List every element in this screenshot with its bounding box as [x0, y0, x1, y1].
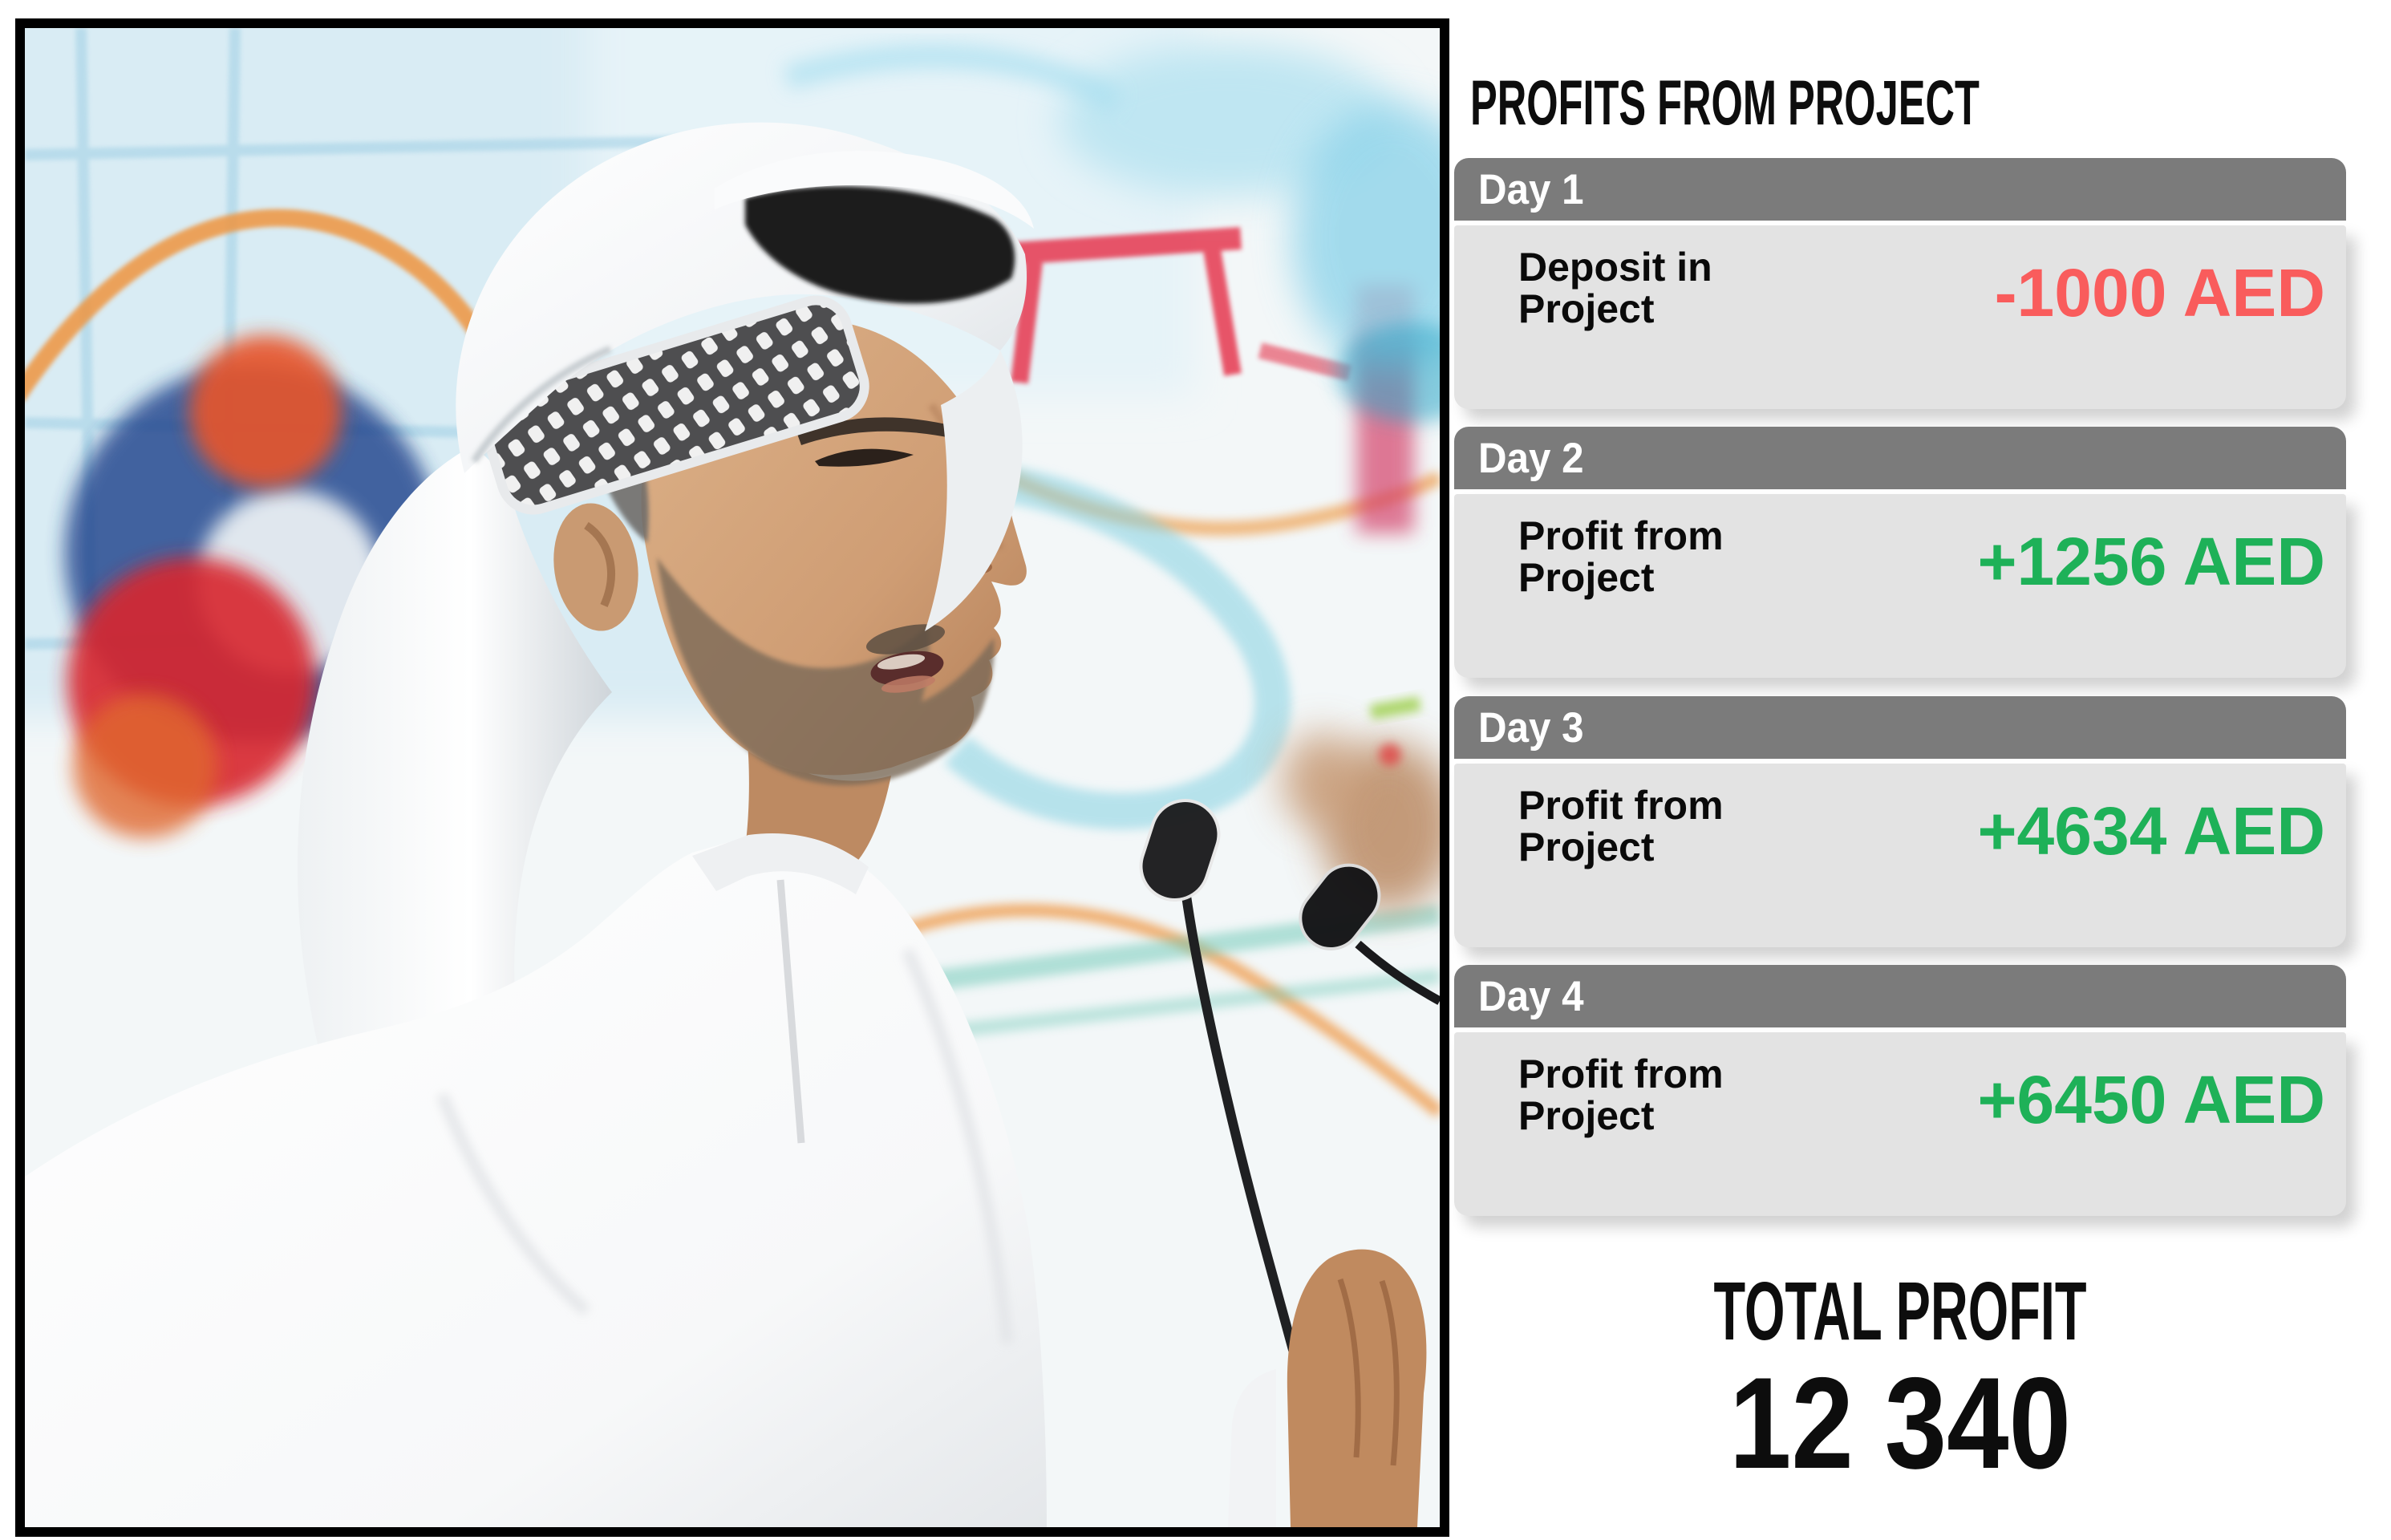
- day-card-1-header: Day 1: [1454, 158, 2346, 225]
- entry-amount: +4634 AED: [1977, 793, 2326, 869]
- day-card-3-header: Day 3: [1454, 696, 2346, 764]
- red-sketch: [1001, 227, 1352, 384]
- day-card-4: Day 4 Profit from Project +6450 AED: [1454, 965, 2346, 1216]
- ghutra-mesh-band: [480, 295, 869, 515]
- day-label: Day 3: [1478, 703, 1584, 752]
- day-card-2-body: Profit from Project +1256 AED: [1454, 494, 2346, 678]
- day-card-1-body: Deposit in Project -1000 AED: [1454, 225, 2346, 409]
- speaker-person: [25, 122, 1047, 1527]
- cyan-swirl: [922, 458, 1291, 830]
- day-card-1: Day 1 Deposit in Project -1000 AED: [1454, 158, 2346, 409]
- ghutra-dark-fold: [745, 186, 1015, 304]
- speaker-photo-illustration: [25, 28, 1440, 1527]
- microphone-head-2: [1299, 863, 1381, 950]
- entry-label: Deposit in Project: [1518, 245, 1712, 331]
- entry-label: Profit from Project: [1518, 513, 1724, 600]
- hand: [1228, 1249, 1427, 1527]
- total-profit-label: TOTAL PROFIT: [1713, 1265, 2087, 1357]
- speaker-photo: [15, 18, 1449, 1537]
- entry-amount: -1000 AED: [1994, 255, 2325, 330]
- ear: [553, 503, 638, 631]
- panel-title: PROFITS FROM PROJECT: [1470, 67, 1980, 138]
- entry-amount: +6450 AED: [1977, 1062, 2326, 1137]
- beard: [657, 557, 995, 786]
- total-profit-value: 12 340: [1728, 1351, 2072, 1496]
- day-label: Day 2: [1478, 434, 1584, 482]
- eyebrow: [797, 417, 957, 445]
- eye: [815, 448, 914, 467]
- day-card-2: Day 2 Profit from Project +1256 AED: [1454, 427, 2346, 678]
- day-card-3-body: Profit from Project +4634 AED: [1454, 764, 2346, 947]
- day-label: Day 1: [1478, 165, 1584, 213]
- microphone-head-1: [1139, 799, 1221, 902]
- entry-label: Profit from Project: [1518, 1052, 1724, 1138]
- day-card-2-header: Day 2: [1454, 427, 2346, 494]
- day-card-3: Day 3 Profit from Project +4634 AED: [1454, 696, 2346, 947]
- entry-label: Profit from Project: [1518, 783, 1724, 869]
- day-card-4-body: Profit from Project +6450 AED: [1454, 1032, 2346, 1216]
- blurred-logo: [65, 335, 442, 838]
- day-label: Day 4: [1478, 972, 1584, 1020]
- mouth: [870, 650, 944, 693]
- microphone-stem-2: [1355, 940, 1440, 1005]
- entry-amount: +1256 AED: [1977, 524, 2326, 599]
- day-card-4-header: Day 4: [1454, 965, 2346, 1032]
